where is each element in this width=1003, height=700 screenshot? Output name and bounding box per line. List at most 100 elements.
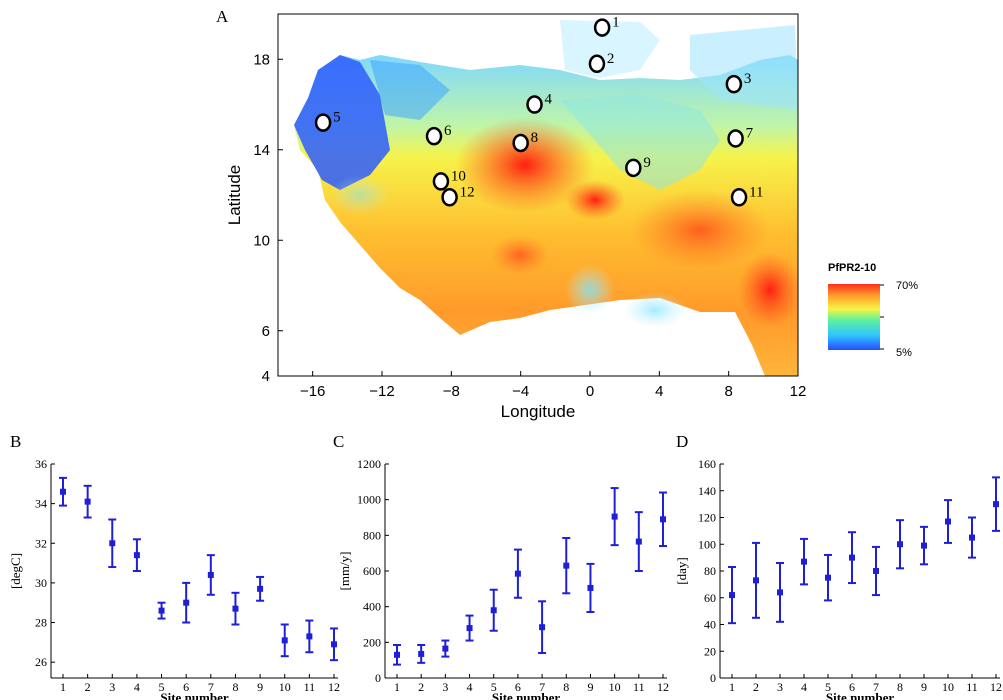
x-tick-label: 9 (587, 680, 593, 694)
map-y-tick-label: 14 (253, 142, 270, 159)
data-point (801, 558, 807, 565)
x-tick-label: 11 (304, 680, 316, 694)
map-y-axis-label: Latitude (225, 165, 244, 226)
x-tick-label: 3 (442, 680, 448, 694)
map-x-tick-label: −4 (512, 383, 529, 400)
x-tick-label: 7 (539, 680, 545, 694)
map-frame (277, 13, 799, 377)
site-marker-2 (588, 54, 606, 74)
site-marker-3 (725, 74, 743, 94)
y-tick-label: 200 (363, 635, 381, 649)
x-tick-label: 5 (491, 680, 497, 694)
x-tick-label: 10 (942, 680, 954, 694)
site-marker-1 (593, 18, 611, 37)
site-marker-11 (730, 188, 748, 207)
data-point (394, 651, 400, 658)
central-north-band (560, 95, 720, 190)
data-point (729, 592, 735, 599)
site-label-10: 10 (451, 168, 466, 184)
site-marker-8 (512, 133, 529, 153)
x-tick-label: 9 (921, 680, 927, 694)
data-point (207, 571, 214, 578)
x-tick-label: 7 (208, 680, 214, 694)
panel-letter-b: B (10, 432, 21, 451)
data-point (418, 650, 425, 657)
map-x-tick-label: 0 (586, 383, 594, 400)
data-point (897, 541, 903, 548)
site-label-5: 5 (333, 110, 341, 126)
data-point (753, 577, 759, 584)
data-point (849, 554, 855, 561)
site-label-2: 2 (607, 51, 615, 67)
x-tick-label: 12 (657, 680, 669, 694)
data-point (993, 501, 999, 508)
y-tick-label: 80 (704, 564, 716, 578)
x-tick-label: 4 (801, 680, 807, 694)
y-axis-label: [day] (674, 557, 689, 584)
data-point (660, 516, 666, 523)
y-tick-label: 1000 (357, 493, 381, 507)
data-point (232, 605, 239, 612)
data-point (133, 552, 140, 559)
coolspot-delta (623, 292, 687, 328)
map-x-tick-label: 8 (724, 383, 732, 400)
site-marker-7 (727, 129, 744, 148)
x-tick-label: 8 (232, 680, 238, 694)
site-label-4: 4 (545, 92, 553, 108)
y-tick-label: 30 (35, 576, 47, 590)
data-point (109, 540, 116, 547)
y-tick-label: 36 (35, 457, 47, 471)
y-tick-label: 0 (710, 671, 716, 685)
northeast-sparse-region (690, 25, 798, 110)
data-point (257, 585, 264, 592)
x-tick-label: 1 (394, 680, 400, 694)
data-point (158, 607, 165, 614)
y-tick-label: 800 (363, 528, 381, 542)
data-point (306, 633, 313, 640)
data-point (969, 534, 975, 541)
hotspot-ghana (490, 235, 550, 275)
coolspot-guinea (330, 175, 390, 215)
y-tick-label: 100 (698, 537, 716, 551)
map-x-tick-label: −8 (443, 383, 460, 400)
panel-letter-d: D (676, 432, 688, 451)
site-label-1: 1 (612, 15, 620, 31)
x-tick-label: 2 (418, 680, 424, 694)
y-tick-label: 40 (704, 618, 716, 632)
y-tick-label: 0 (375, 671, 381, 685)
site-label-8: 8 (531, 130, 539, 146)
x-tick-label: 5 (825, 680, 831, 694)
site-marker-5 (314, 113, 332, 132)
colorbar: PfPR2-10 70% 5% (828, 262, 918, 359)
map-y-tick-label: 18 (253, 51, 270, 68)
panel-letter-c: C (333, 432, 344, 451)
data-point (825, 574, 831, 581)
site-label-6: 6 (444, 123, 452, 139)
x-tick-label: 11 (633, 680, 645, 694)
x-tick-label: 6 (183, 680, 189, 694)
map-x-tick-label: 12 (790, 383, 807, 400)
x-tick-label: 11 (966, 680, 978, 694)
data-point (563, 562, 570, 569)
site-marker-12 (441, 188, 458, 207)
x-axis-label: Site number (826, 690, 894, 700)
map-y-tick-label: 10 (253, 232, 270, 249)
y-tick-label: 32 (35, 536, 47, 550)
x-tick-label: 12 (990, 680, 1002, 694)
map-x-axis-label: Longitude (501, 402, 576, 421)
data-point (611, 513, 618, 520)
panel-letter-a: A (216, 7, 229, 26)
x-tick-label: 7 (873, 680, 879, 694)
y-tick-label: 34 (35, 497, 47, 511)
hotspot-nigeria (630, 190, 770, 270)
site-label-7: 7 (746, 125, 754, 141)
data-point (466, 625, 473, 632)
data-point (490, 607, 497, 614)
x-tick-label: 5 (159, 680, 165, 694)
x-tick-label: 8 (897, 680, 903, 694)
colorbar-gradient (828, 284, 880, 350)
